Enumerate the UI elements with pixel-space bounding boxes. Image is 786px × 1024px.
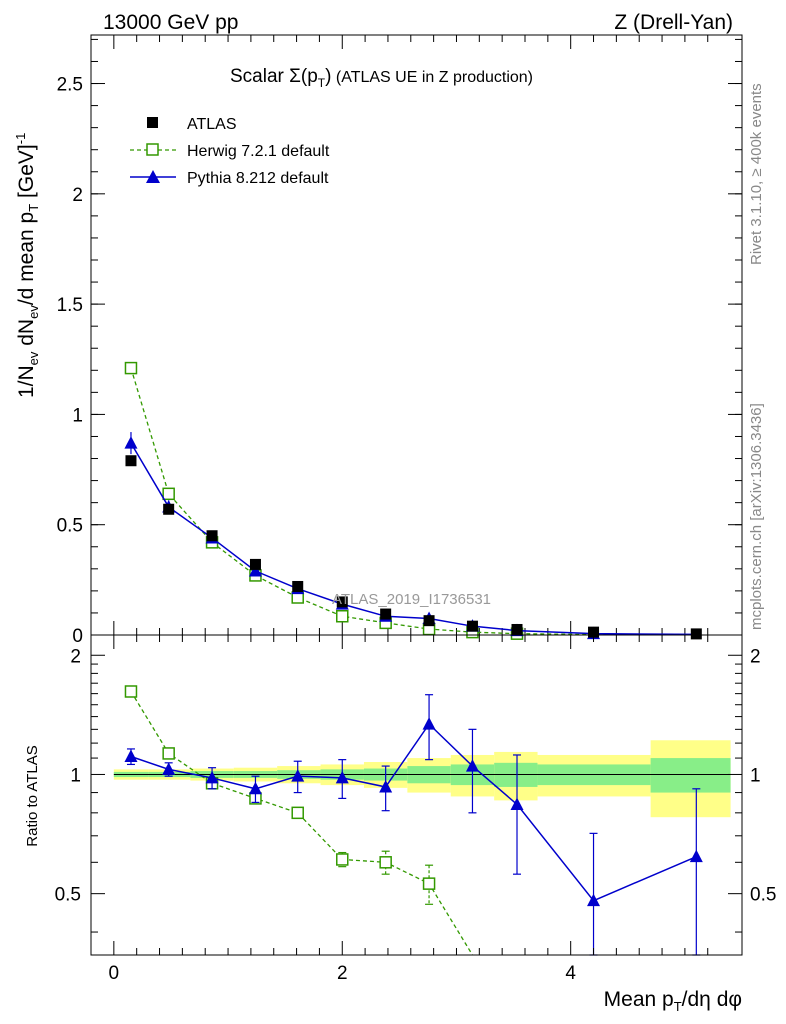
ratio-panel: 0.5 0.5 1 1 2 2 0 2 4 Ratio to ATLAS Mean pT/dη … [24,634,776,1014]
ratio-frame [90,634,743,956]
ylabel-part-f: T [26,204,41,212]
legend-label-pythia: Pythia 8.212 default [187,170,329,187]
ylabel-part-a: 1/N [15,365,38,398]
main-point [163,503,175,515]
ratio-point [422,717,436,730]
ratio-series-line [130,722,697,902]
ratio-point [205,770,219,784]
rivet-label: Rivet 3.1.10, ≥ 400k events [748,83,765,265]
ylabel-part-h: -1 [13,133,28,145]
main-ytick-label: 2.5 [57,75,83,96]
legend-label-herwig: Herwig 7.2.1 default [187,143,330,160]
ylabel-part-d: ev [26,305,41,319]
ratio-point [336,853,349,866]
x-axis-label: Mean pT/dη dφ [604,988,742,1014]
y-axis-label: 1/Nev dNev/d mean pT [GeV]-1 [13,133,41,398]
main-point [206,530,218,542]
ratio-point [379,856,392,869]
main-point [248,564,262,577]
ratio-point [587,893,601,907]
main-point [292,580,304,592]
main-axis-ticks: 0 0.5 1 1.5 2 2.5 [57,35,742,647]
ratio-ytick-label: 1 [70,765,81,786]
ylabel-part-e: /d mean p [15,212,38,305]
main-point [588,626,600,638]
main-point [423,615,435,627]
ratio-point [689,849,703,863]
ratio-point [124,685,138,698]
legend-marker-herwig [146,143,159,156]
main-point [336,610,349,623]
ratio-point [162,747,175,760]
legend-label-atlas: ATLAS [187,116,237,133]
ratio-point [335,770,349,784]
ratio-point [422,877,436,890]
xlabel-part-c: /dη dφ [682,988,742,1011]
main-ytick-label: 0 [72,626,83,647]
title-prefix: Scalar [230,66,289,87]
ratio-ytick-label-right: 0.5 [750,885,776,906]
main-point [249,558,261,570]
title-sigma: Σ(p [289,66,318,87]
mcplots-label: mcplots.cern.ch [arXiv:1306.3436] [748,403,765,630]
ratio-point [510,797,524,810]
legend-marker-pythia [146,170,160,183]
ratio-point [291,769,305,782]
main-ytick-label: 1.5 [57,295,83,316]
main-point [162,487,175,501]
main-series-layer [124,361,702,640]
main-ytick-label: 0.5 [57,516,83,537]
ratio-xtick-label: 2 [337,963,348,984]
main-series-line [130,367,697,636]
ratio-point [162,762,176,775]
watermark: ATLAS_2019_I1736531 [332,591,491,608]
energy-label: 13000 GeV pp [103,11,238,34]
main-panel: 00.511.522.5 Scalar Σ(pT) (ATLAS UE in Z… [13,34,743,647]
main-point [124,436,138,449]
ylabel-part-b: ev [26,351,41,365]
title-rest: (ATLAS UE in Z production) [331,69,533,86]
ratio-point [379,779,393,793]
main-point [466,620,478,632]
main-ytick-label: 1 [72,405,83,426]
ratio-point [291,806,304,820]
main-point [336,596,348,608]
ratio-series-layer [124,685,703,956]
xlabel-part-b: T [674,999,682,1014]
ylabel-part-c: dN [15,319,38,352]
main-ytick-label: 2 [72,185,83,206]
main-series-0 [125,455,702,640]
ratio-ytick-label-right: 2 [750,646,761,667]
main-point [380,608,392,620]
ratio-y-label: Ratio to ATLAS [24,745,41,846]
main-series-line [130,442,697,636]
ratio-ytick-label: 2 [70,646,81,667]
legend: ATLAS Herwig 7.2.1 default Pythia 8.212 … [130,116,330,187]
legend-marker-atlas [147,117,158,128]
title-sub: T [318,76,326,90]
main-point [124,361,138,375]
ratio-axis-ticks: 0.5 0.5 1 1 2 2 0 2 4 [55,635,776,984]
ratio-series-0 [124,685,474,956]
chart-title: Scalar Σ(pT) (ATLAS UE in Z production) [230,66,533,90]
main-point [125,455,137,467]
main-point [690,628,702,640]
ratio-point [248,781,262,795]
ratio-ytick-label: 0.5 [55,885,81,906]
title-suffix: ) [325,66,331,87]
ratio-ytick-label-right: 1 [750,765,761,786]
ratio-series-1 [124,694,703,956]
ylabel-part-g: [GeV] [15,144,38,204]
ratio-point [124,749,138,763]
ratio-xtick-label: 4 [565,963,576,984]
ratio-series-line [130,691,474,956]
process-label: Z (Drell-Yan) [614,11,733,34]
xlabel-part-a: Mean p [604,988,674,1011]
ratio-xtick-label: 0 [109,963,120,984]
ratio-band-green [650,758,731,793]
main-point [511,623,523,635]
ratio-point [465,759,479,772]
